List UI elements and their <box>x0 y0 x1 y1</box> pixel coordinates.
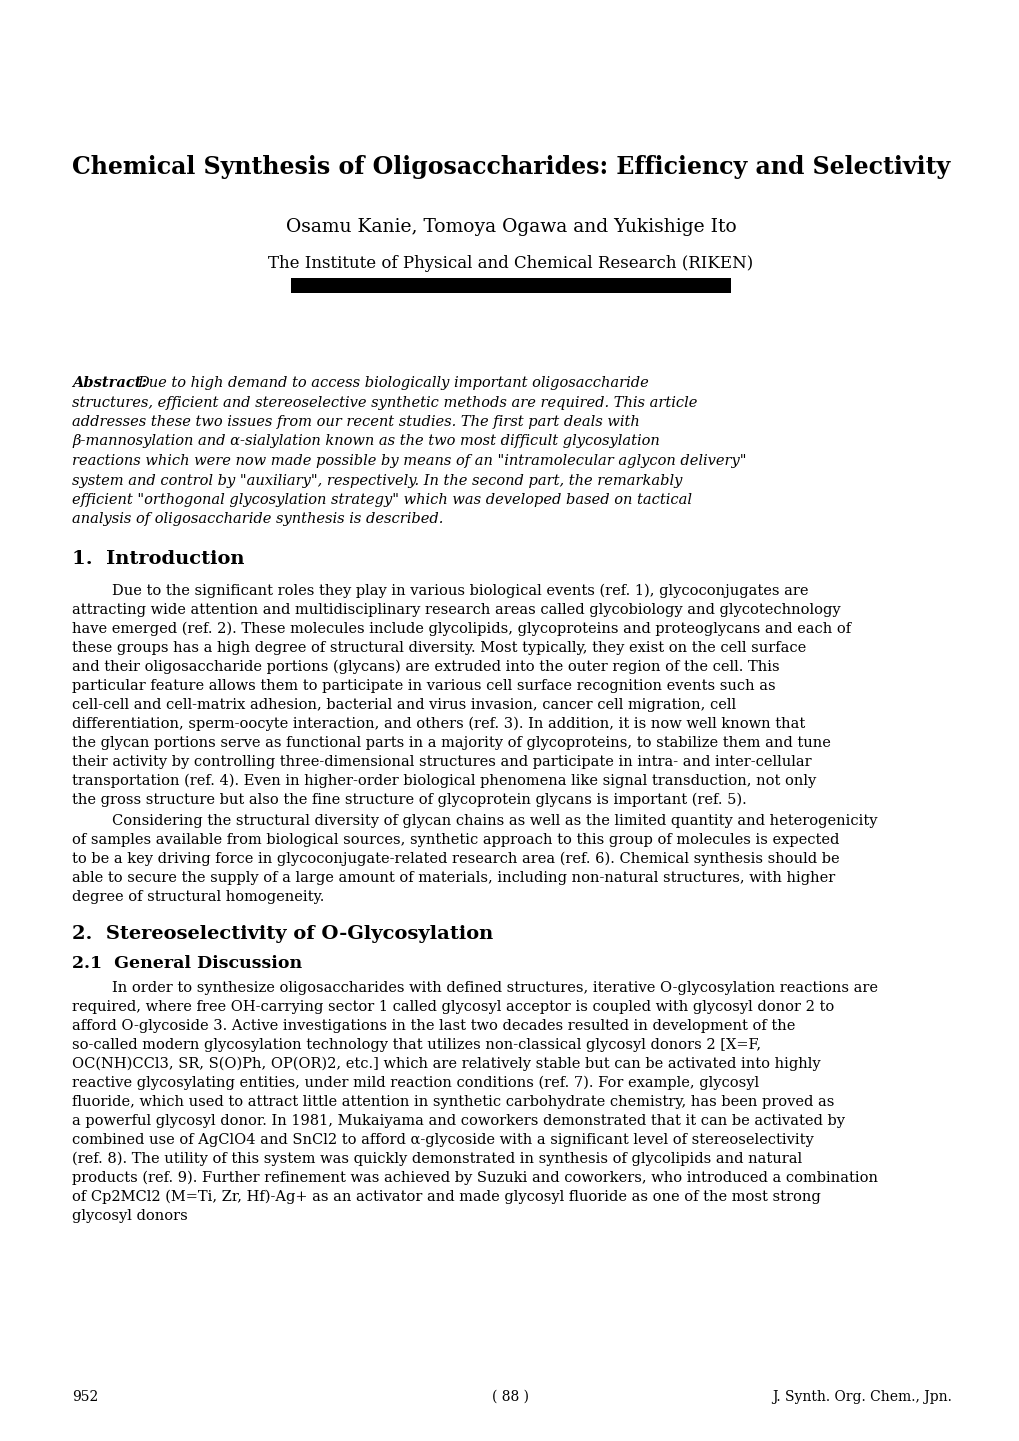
Text: fluoride, which used to attract little attention in synthetic carbohydrate chemi: fluoride, which used to attract little a… <box>72 1095 834 1110</box>
Text: 2.  Stereoselectivity of O-Glycosylation: 2. Stereoselectivity of O-Glycosylation <box>72 925 493 942</box>
Text: Chemical Synthesis of Oligosaccharides: Efficiency and Selectivity: Chemical Synthesis of Oligosaccharides: … <box>71 156 949 179</box>
Text: required, where free OH-carrying sector 1 called glycosyl acceptor is coupled wi: required, where free OH-carrying sector … <box>72 1000 834 1014</box>
Text: reactions which were now made possible by means of an "intramolecular aglycon de: reactions which were now made possible b… <box>72 454 746 468</box>
Text: of Cp2MCl2 (M=Ti, Zr, Hf)-Ag+ as an activator and made glycosyl fluoride as one : of Cp2MCl2 (M=Ti, Zr, Hf)-Ag+ as an acti… <box>72 1190 820 1205</box>
Text: glycosyl donors: glycosyl donors <box>72 1209 187 1223</box>
Text: particular feature allows them to participate in various cell surface recognitio: particular feature allows them to partic… <box>72 679 774 693</box>
Text: to be a key driving force in glycoconjugate-related research area (ref. 6). Chem: to be a key driving force in glycoconjug… <box>72 852 839 866</box>
Text: degree of structural homogeneity.: degree of structural homogeneity. <box>72 891 324 904</box>
Text: their activity by controlling three-dimensional structures and participate in in: their activity by controlling three-dime… <box>72 755 811 769</box>
Text: structures, efficient and stereoselective synthetic methods are required. This a: structures, efficient and stereoselectiv… <box>72 395 697 409</box>
Text: combined use of AgClO4 and SnCl2 to afford α-glycoside with a significant level : combined use of AgClO4 and SnCl2 to affo… <box>72 1133 813 1147</box>
Bar <box>290 278 731 293</box>
Text: efficient "orthogonal glycosylation strategy" which was developed based on tacti: efficient "orthogonal glycosylation stra… <box>72 493 691 507</box>
Text: cell-cell and cell-matrix adhesion, bacterial and virus invasion, cancer cell mi: cell-cell and cell-matrix adhesion, bact… <box>72 697 736 712</box>
Text: these groups has a high degree of structural diversity. Most typically, they exi: these groups has a high degree of struct… <box>72 641 805 656</box>
Text: and their oligosaccharide portions (glycans) are extruded into the outer region : and their oligosaccharide portions (glyc… <box>72 660 779 674</box>
Text: The Institute of Physical and Chemical Research (RIKEN): The Institute of Physical and Chemical R… <box>268 255 753 272</box>
Text: Abstract:: Abstract: <box>72 376 147 391</box>
Text: β-mannosylation and α-sialylation known as the two most difficult glycosylation: β-mannosylation and α-sialylation known … <box>72 435 659 448</box>
Text: so-called modern glycosylation technology that utilizes non-classical glycosyl d: so-called modern glycosylation technolog… <box>72 1038 760 1052</box>
Text: the gross structure but also the fine structure of glycoprotein glycans is impor: the gross structure but also the fine st… <box>72 793 746 807</box>
Text: the glycan portions serve as functional parts in a majority of glycoproteins, to: the glycan portions serve as functional … <box>72 736 830 749</box>
Text: attracting wide attention and multidisciplinary research areas called glycobiolo: attracting wide attention and multidisci… <box>72 602 840 617</box>
Text: Due to the significant roles they play in various biological events (ref. 1), gl: Due to the significant roles they play i… <box>112 584 808 598</box>
Text: Considering the structural diversity of glycan chains as well as the limited qua: Considering the structural diversity of … <box>112 814 876 829</box>
Text: products (ref. 9). Further refinement was achieved by Suzuki and coworkers, who : products (ref. 9). Further refinement wa… <box>72 1172 877 1186</box>
Text: OC(NH)CCl3, SR, S(O)Ph, OP(OR)2, etc.] which are relatively stable but can be ac: OC(NH)CCl3, SR, S(O)Ph, OP(OR)2, etc.] w… <box>72 1058 820 1072</box>
Text: (ref. 8). The utility of this system was quickly demonstrated in synthesis of gl: (ref. 8). The utility of this system was… <box>72 1151 801 1166</box>
Text: a powerful glycosyl donor. In 1981, Mukaiyama and coworkers demonstrated that it: a powerful glycosyl donor. In 1981, Muka… <box>72 1114 844 1128</box>
Text: of samples available from biological sources, synthetic approach to this group o: of samples available from biological sou… <box>72 833 839 847</box>
Text: Due to high demand to access biologically important oligosaccharide: Due to high demand to access biologicall… <box>137 376 648 391</box>
Text: afford O-glycoside 3. Active investigations in the last two decades resulted in : afford O-glycoside 3. Active investigati… <box>72 1019 795 1033</box>
Text: 2.1  General Discussion: 2.1 General Discussion <box>72 955 302 973</box>
Text: system and control by "auxiliary", respectively. In the second part, the remarka: system and control by "auxiliary", respe… <box>72 474 682 487</box>
Text: Osamu Kanie, Tomoya Ogawa and Yukishige Ito: Osamu Kanie, Tomoya Ogawa and Yukishige … <box>285 218 736 236</box>
Text: have emerged (ref. 2). These molecules include glycolipids, glycoproteins and pr: have emerged (ref. 2). These molecules i… <box>72 623 850 637</box>
Text: J. Synth. Org. Chem., Jpn.: J. Synth. Org. Chem., Jpn. <box>771 1391 951 1404</box>
Text: differentiation, sperm-oocyte interaction, and others (ref. 3). In addition, it : differentiation, sperm-oocyte interactio… <box>72 718 804 732</box>
Text: In order to synthesize oligosaccharides with defined structures, iterative O-gly: In order to synthesize oligosaccharides … <box>112 981 877 994</box>
Text: addresses these two issues from our recent studies. The first part deals with: addresses these two issues from our rece… <box>72 415 639 429</box>
Text: ( 88 ): ( 88 ) <box>492 1391 529 1404</box>
Text: transportation (ref. 4). Even in higher-order biological phenomena like signal t: transportation (ref. 4). Even in higher-… <box>72 774 815 788</box>
Text: analysis of oligosaccharide synthesis is described.: analysis of oligosaccharide synthesis is… <box>72 513 443 526</box>
Text: 1.  Introduction: 1. Introduction <box>72 550 245 568</box>
Text: 952: 952 <box>72 1391 98 1404</box>
Text: reactive glycosylating entities, under mild reaction conditions (ref. 7). For ex: reactive glycosylating entities, under m… <box>72 1076 758 1091</box>
Text: able to secure the supply of a large amount of materials, including non-natural : able to secure the supply of a large amo… <box>72 870 835 885</box>
